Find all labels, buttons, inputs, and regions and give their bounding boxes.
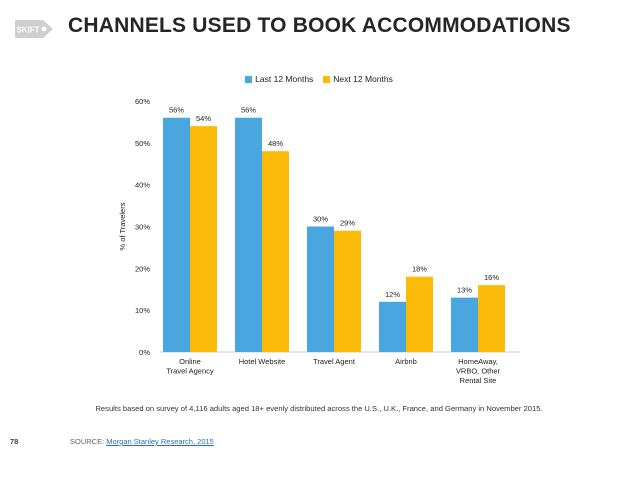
y-tick-label: 30% [135, 223, 150, 232]
bar-value-label: 30% [313, 215, 328, 224]
bar-value-label: 29% [340, 219, 355, 228]
y-tick-label: 20% [135, 264, 150, 273]
y-tick-label: 0% [139, 348, 150, 357]
x-tick-label: Airbnb [395, 357, 417, 366]
bar-last [307, 226, 334, 352]
bar-last [379, 301, 406, 352]
legend-item-last: Last 12 Months [245, 74, 313, 84]
survey-note: Results based on survey of 4,116 adults … [95, 404, 543, 413]
bar-next [262, 151, 289, 352]
x-tick-label: Travel Agent [313, 357, 356, 366]
bar-value-label: 12% [385, 290, 400, 299]
x-tick-label: Online [179, 357, 201, 366]
x-tick-label: Hotel Website [239, 357, 286, 366]
bar-chart: 0% 10% 20% 30% 40% 50% 60% % of Travelers 56% 54%… [118, 97, 520, 385]
x-tick-label: HomeAway, [458, 357, 498, 366]
bar-value-label: 54% [196, 114, 211, 123]
bar-last [235, 117, 262, 352]
bar-next [478, 285, 505, 352]
bar-next [406, 276, 433, 352]
x-tick-label: VRBO, Other [456, 367, 501, 376]
bar-value-label: 48% [268, 139, 283, 148]
y-tick-label: 10% [135, 306, 150, 315]
x-tick-label: Travel Agency [166, 367, 213, 376]
legend-swatch-last [245, 75, 253, 83]
chart-legend: Last 12 Months Next 12 Months [0, 74, 638, 84]
y-axis-label: % of Travelers [118, 202, 127, 250]
page-number: 78 [10, 437, 19, 446]
legend-label-last: Last 12 Months [255, 74, 314, 84]
y-tick-label: 40% [135, 181, 150, 190]
logo-text: SKIFT [16, 26, 39, 35]
legend-item-next: Next 12 Months [323, 74, 393, 84]
bar-next [190, 126, 217, 352]
bar-next [334, 230, 361, 352]
source-label: SOURCE: [70, 437, 105, 446]
y-tick-label: 60% [135, 97, 150, 106]
y-tick-label: 50% [135, 139, 150, 148]
bar-value-label: 56% [241, 106, 256, 115]
page-title: CHANNELS USED TO BOOK ACCOMMODATIONS [68, 14, 571, 37]
x-tick-label: Rental Site [460, 376, 497, 385]
skift-logo: SKIFT [15, 20, 53, 38]
legend-label-next: Next 12 Months [333, 74, 393, 84]
source-line: SOURCE: Morgan Stanley Research, 2015 [70, 437, 214, 446]
bar-last [163, 117, 190, 352]
bar-value-label: 18% [412, 265, 427, 274]
bar-value-label: 56% [169, 106, 184, 115]
bar-value-label: 13% [457, 286, 472, 295]
legend-swatch-next [323, 75, 331, 83]
bar-last [451, 297, 478, 352]
bar-value-label: 16% [484, 273, 499, 282]
source-link[interactable]: Morgan Stanley Research, 2015 [106, 437, 214, 446]
